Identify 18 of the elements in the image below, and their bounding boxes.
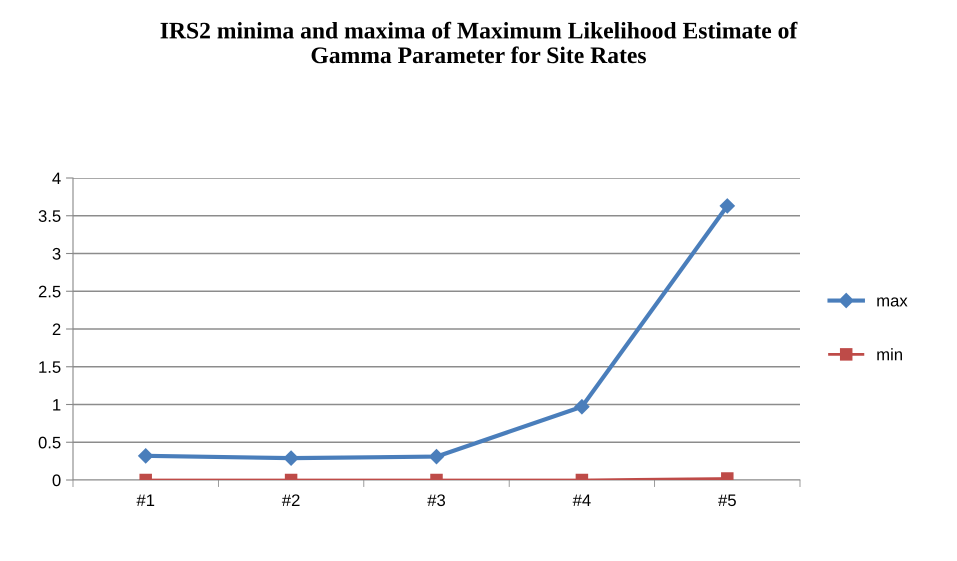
y-tick-label: 1: [53, 399, 60, 411]
y-tick-label: 3.5: [38, 210, 60, 222]
point: [720, 198, 735, 214]
x-tick-label: #4: [572, 494, 591, 506]
y-tick-label: 0: [52, 474, 61, 486]
y-tick-label: 2: [52, 323, 60, 336]
y-tick-label: 1.5: [39, 361, 60, 373]
chart-title: IRS2 minima and maxima of Maximum Likelihood Estimate of Gamma Parameter for Site Rates: [160, 22, 798, 64]
legend-label: min: [877, 348, 902, 360]
y-tick-label: 2.5: [38, 286, 60, 298]
x-tick-label: #1: [136, 494, 154, 506]
legend-label: max: [877, 297, 908, 307]
x-tick-label: #5: [718, 494, 736, 506]
y-tick-label: 4: [52, 172, 61, 184]
x-tick-label: #3: [427, 494, 446, 506]
y-tick-label: 3: [52, 248, 60, 260]
y-tick-label: 0.5: [38, 436, 60, 448]
x-tick-label: #2: [282, 494, 300, 506]
